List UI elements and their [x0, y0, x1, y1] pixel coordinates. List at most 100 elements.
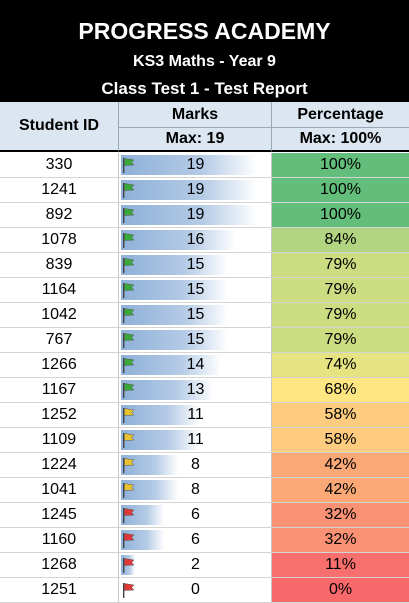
table-row[interactable]: 1224 8 42%: [0, 453, 409, 478]
percentage-cell[interactable]: 42%: [272, 453, 409, 477]
percentage-cell[interactable]: 100%: [272, 178, 409, 202]
green-flag-icon: [123, 283, 135, 298]
table-row[interactable]: 1078 16 84%: [0, 228, 409, 253]
student-id-cell[interactable]: 330: [0, 153, 119, 177]
student-id-cell[interactable]: 1167: [0, 378, 119, 402]
student-id-cell[interactable]: 1241: [0, 178, 119, 202]
percentage-cell[interactable]: 100%: [272, 203, 409, 227]
green-flag-icon: [123, 383, 135, 398]
marks-cell[interactable]: 19: [119, 178, 272, 202]
marks-value: 19: [186, 181, 205, 198]
marks-value: 13: [186, 381, 205, 398]
student-id-cell[interactable]: 1042: [0, 303, 119, 327]
percentage-cell[interactable]: 79%: [272, 303, 409, 327]
student-id-cell[interactable]: 1251: [0, 578, 119, 602]
table-row[interactable]: 1266 14 74%: [0, 353, 409, 378]
marks-value: 16: [186, 231, 205, 248]
table-row[interactable]: 892 19 100%: [0, 203, 409, 228]
marks-data-bar: [121, 280, 228, 300]
student-id-cell[interactable]: 1268: [0, 553, 119, 577]
marks-data-bar: [121, 255, 228, 275]
percentage-cell[interactable]: 11%: [272, 553, 409, 577]
marks-cell[interactable]: 8: [119, 478, 272, 502]
marks-data-bar: [121, 305, 228, 325]
table-row[interactable]: 1167 13 68%: [0, 378, 409, 403]
marks-cell[interactable]: 11: [119, 403, 272, 427]
percentage-cell[interactable]: 32%: [272, 528, 409, 552]
table-row[interactable]: 839 15 79%: [0, 253, 409, 278]
marks-cell[interactable]: 15: [119, 328, 272, 352]
percentage-cell[interactable]: 84%: [272, 228, 409, 252]
table-row[interactable]: 1041 8 42%: [0, 478, 409, 503]
student-id-cell[interactable]: 1078: [0, 228, 119, 252]
marks-data-bar: [121, 330, 228, 350]
student-id-cell[interactable]: 1245: [0, 503, 119, 527]
percentage-cell[interactable]: 74%: [272, 353, 409, 377]
marks-value: 14: [186, 356, 205, 373]
student-id-cell[interactable]: 1224: [0, 453, 119, 477]
student-id-cell[interactable]: 892: [0, 203, 119, 227]
report-banner: PROGRESS ACADEMY KS3 Maths - Year 9 Clas…: [0, 0, 409, 102]
student-id-cell[interactable]: 767: [0, 328, 119, 352]
percentage-cell[interactable]: 79%: [272, 278, 409, 302]
student-id-cell[interactable]: 1164: [0, 278, 119, 302]
marks-cell[interactable]: 16: [119, 228, 272, 252]
column-header-percentage[interactable]: Percentage: [272, 102, 409, 128]
student-id-cell[interactable]: 1160: [0, 528, 119, 552]
percentage-cell[interactable]: 100%: [272, 153, 409, 177]
marks-cell[interactable]: 15: [119, 278, 272, 302]
marks-cell[interactable]: 6: [119, 503, 272, 527]
student-id-cell[interactable]: 1252: [0, 403, 119, 427]
marks-cell[interactable]: 15: [119, 253, 272, 277]
marks-value: 19: [186, 156, 205, 173]
marks-data-bar: [121, 405, 200, 425]
student-id-cell[interactable]: 1109: [0, 428, 119, 452]
marks-data-bar: [121, 380, 214, 400]
table-row[interactable]: 1241 19 100%: [0, 178, 409, 203]
table-row[interactable]: 1252 11 58%: [0, 403, 409, 428]
percentage-cell[interactable]: 79%: [272, 253, 409, 277]
marks-cell[interactable]: 15: [119, 303, 272, 327]
column-header-student-id[interactable]: Student ID: [0, 102, 119, 152]
marks-cell[interactable]: 19: [119, 203, 272, 227]
student-id-cell[interactable]: 1041: [0, 478, 119, 502]
yellow-flag-icon: [123, 433, 135, 448]
marks-cell[interactable]: 2: [119, 553, 272, 577]
column-header-marks[interactable]: Marks: [119, 102, 272, 128]
percentage-cell[interactable]: 32%: [272, 503, 409, 527]
marks-cell[interactable]: 11: [119, 428, 272, 452]
green-flag-icon: [123, 158, 135, 173]
percentage-cell[interactable]: 58%: [272, 428, 409, 452]
table-row[interactable]: 1042 15 79%: [0, 303, 409, 328]
table-row[interactable]: 1109 11 58%: [0, 428, 409, 453]
percentage-cell[interactable]: 0%: [272, 578, 409, 602]
column-subheader-marks-max: Max: 19: [119, 128, 272, 152]
marks-data-bar: [121, 205, 257, 225]
marks-cell[interactable]: 8: [119, 453, 272, 477]
table-row[interactable]: 330 19 100%: [0, 153, 409, 178]
student-id-cell[interactable]: 1266: [0, 353, 119, 377]
green-flag-icon: [123, 258, 135, 273]
percentage-cell[interactable]: 42%: [272, 478, 409, 502]
table-row[interactable]: 1268 2 11%: [0, 553, 409, 578]
percentage-cell[interactable]: 79%: [272, 328, 409, 352]
percentage-cell[interactable]: 58%: [272, 403, 409, 427]
marks-data-bar: [121, 355, 221, 375]
percentage-cell[interactable]: 68%: [272, 378, 409, 402]
table-row[interactable]: 1164 15 79%: [0, 278, 409, 303]
table-row[interactable]: 1251 0 0%: [0, 578, 409, 603]
marks-value: 15: [186, 281, 205, 298]
marks-cell[interactable]: 13: [119, 378, 272, 402]
table-row[interactable]: 1160 6 32%: [0, 528, 409, 553]
table-row[interactable]: 767 15 79%: [0, 328, 409, 353]
student-id-cell[interactable]: 839: [0, 253, 119, 277]
marks-cell[interactable]: 14: [119, 353, 272, 377]
marks-value: 19: [186, 206, 205, 223]
marks-cell[interactable]: 6: [119, 528, 272, 552]
green-flag-icon: [123, 208, 135, 223]
marks-data-bar: [121, 230, 236, 250]
marks-cell[interactable]: 0: [119, 578, 272, 602]
marks-cell[interactable]: 19: [119, 153, 272, 177]
table-row[interactable]: 1245 6 32%: [0, 503, 409, 528]
column-subheader-percentage-max: Max: 100%: [272, 128, 409, 152]
